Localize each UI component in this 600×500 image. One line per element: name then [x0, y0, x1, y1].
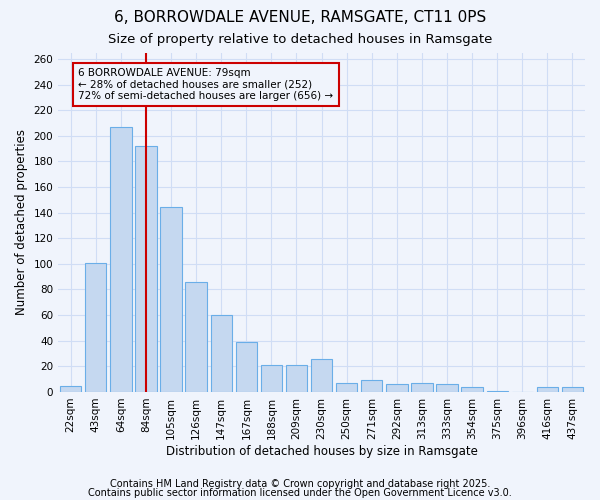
Bar [236, 342, 257, 392]
Bar [286, 365, 307, 392]
Bar [336, 383, 358, 392]
Bar [487, 390, 508, 392]
Text: Size of property relative to detached houses in Ramsgate: Size of property relative to detached ho… [108, 32, 492, 46]
Bar [185, 282, 207, 392]
Bar [311, 358, 332, 392]
Bar [110, 127, 131, 392]
Bar [562, 387, 583, 392]
Bar [461, 387, 483, 392]
Text: 6, BORROWDALE AVENUE, RAMSGATE, CT11 0PS: 6, BORROWDALE AVENUE, RAMSGATE, CT11 0PS [114, 10, 486, 25]
Bar [436, 384, 458, 392]
Text: Contains HM Land Registry data © Crown copyright and database right 2025.: Contains HM Land Registry data © Crown c… [110, 479, 490, 489]
Bar [211, 315, 232, 392]
Bar [411, 383, 433, 392]
Bar [386, 384, 407, 392]
Bar [160, 208, 182, 392]
Y-axis label: Number of detached properties: Number of detached properties [15, 129, 28, 315]
X-axis label: Distribution of detached houses by size in Ramsgate: Distribution of detached houses by size … [166, 444, 478, 458]
Text: Contains public sector information licensed under the Open Government Licence v3: Contains public sector information licen… [88, 488, 512, 498]
Bar [85, 262, 106, 392]
Bar [537, 387, 558, 392]
Bar [136, 146, 157, 392]
Bar [361, 380, 382, 392]
Bar [60, 386, 82, 392]
Text: 6 BORROWDALE AVENUE: 79sqm
← 28% of detached houses are smaller (252)
72% of sem: 6 BORROWDALE AVENUE: 79sqm ← 28% of deta… [78, 68, 334, 101]
Bar [261, 365, 282, 392]
